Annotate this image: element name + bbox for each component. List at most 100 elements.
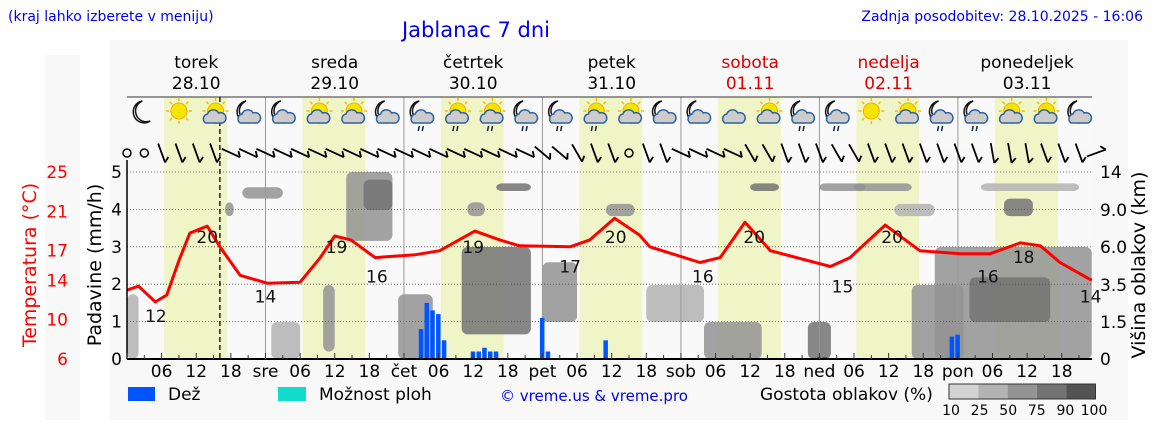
rain-bar <box>418 329 424 359</box>
wind-barb-icon <box>815 143 827 163</box>
wind-barb-icon <box>953 143 966 163</box>
x-hour-label: 18 <box>635 362 657 382</box>
day-name: četrtek <box>443 53 504 73</box>
temperature-line <box>126 216 1093 304</box>
temp-tick-label: 6 <box>57 350 68 370</box>
wind-feather <box>272 150 276 158</box>
rain-drop <box>590 125 594 132</box>
wind-feather <box>324 150 328 158</box>
x-day-label: ned <box>803 362 835 382</box>
wind-shaft <box>157 143 166 163</box>
wind-barb-icon <box>1040 143 1052 163</box>
sun-cloud-icon <box>1033 98 1060 124</box>
wind-shaft <box>1040 143 1049 163</box>
wind-shaft <box>221 147 241 159</box>
rain-drop <box>521 125 524 132</box>
wind-barb-icon <box>659 143 672 163</box>
wind-barb-icon <box>429 147 449 159</box>
wind-barb-icon <box>918 143 931 163</box>
cloud-shape <box>514 109 539 124</box>
rain-drop <box>560 125 563 132</box>
temperature-label: 16 <box>692 268 714 288</box>
wind-barb-icon <box>1057 143 1070 163</box>
x-hour-label: 06 <box>982 362 1004 382</box>
wind-feather <box>739 150 743 158</box>
rain-bar <box>493 351 499 359</box>
sun-ray <box>360 101 364 105</box>
wind-feather <box>722 150 726 158</box>
wind-feather <box>393 150 397 158</box>
wind-feather <box>164 156 170 163</box>
moon-cloud-icon <box>374 100 400 124</box>
moon-cloud-icon <box>686 100 712 124</box>
wind-barb-icon <box>989 142 1000 164</box>
region-hint-link[interactable]: (kraj lahko izberete v meniju) <box>8 9 214 25</box>
x-hour-label: 18 <box>774 362 796 382</box>
wind-barb-icon <box>571 143 586 163</box>
density-tick-label: 50 <box>999 403 1017 419</box>
temperature-label: 20 <box>605 228 627 248</box>
day-name: sobota <box>721 53 779 73</box>
density-swatch <box>1036 384 1067 399</box>
wind-shaft <box>671 147 691 159</box>
wind-feather <box>237 150 241 158</box>
rain-bar <box>603 340 608 359</box>
x-day-label: pon <box>942 362 974 382</box>
cloud-shape <box>652 109 677 124</box>
wind-feather <box>306 150 311 158</box>
wind-shaft <box>359 147 379 159</box>
wind-barb-icon <box>867 143 879 163</box>
page-title: Jablanac 7 dni <box>400 18 550 42</box>
sun-ray <box>877 117 882 121</box>
wind-feather <box>977 156 983 163</box>
sun-ray <box>169 101 173 105</box>
x-hour-label: 12 <box>185 362 207 382</box>
wind-shaft <box>256 147 275 159</box>
wind-barb-icon <box>273 147 293 159</box>
precip-tick-label: 4 <box>111 200 122 220</box>
wind-barb-icon <box>1086 145 1107 158</box>
day-date: 29.10 <box>310 74 359 94</box>
cloud-blob <box>323 285 335 352</box>
sun-ray <box>637 101 641 105</box>
temperature-label: 17 <box>559 258 581 278</box>
sun-ray <box>222 101 226 105</box>
wind-barb-icon <box>394 147 414 159</box>
rain-bar <box>955 334 960 359</box>
rain-drop <box>421 125 425 132</box>
wind-shaft <box>1074 143 1084 163</box>
cloud-shape <box>791 109 816 124</box>
copyright-link[interactable]: © vreme.us & vreme.pro <box>500 387 688 405</box>
wind-barb-icon <box>463 147 484 159</box>
wind-feather <box>1047 156 1052 163</box>
cloud-shape <box>998 109 1023 124</box>
cloud-shape <box>306 109 331 124</box>
wind-feather <box>891 156 897 163</box>
day-date: 28.10 <box>172 74 221 94</box>
x-hour-label: 12 <box>878 362 900 382</box>
wind-feather <box>960 156 966 163</box>
wind-shaft <box>515 147 535 159</box>
legend-showers-label: Možnost ploh <box>319 385 432 405</box>
cloud-axis-title: Višina oblakov (km) <box>1128 172 1150 359</box>
cloud-blob <box>398 294 433 359</box>
temperature-label: 20 <box>881 228 903 248</box>
wind-feather <box>216 156 222 163</box>
cloud-shape <box>618 109 643 124</box>
cloud-shape <box>825 109 850 124</box>
sun-cloud-icon <box>894 98 921 124</box>
moon-cloud-icon <box>236 100 262 124</box>
x-hour-label: 18 <box>1051 362 1073 382</box>
rain-drop <box>456 125 459 132</box>
cloud-shape <box>687 109 712 124</box>
wind-shaft <box>970 143 980 163</box>
wind-shaft <box>174 143 184 163</box>
precip-tick-label: 0 <box>111 350 122 370</box>
cloud-shape <box>237 109 262 124</box>
day-name: sreda <box>311 53 358 73</box>
daylight-band <box>163 97 227 359</box>
wind-feather <box>840 155 845 162</box>
rain-drop <box>936 125 940 132</box>
cloud-shape <box>964 109 989 124</box>
wind-barb-icon <box>1074 143 1087 163</box>
